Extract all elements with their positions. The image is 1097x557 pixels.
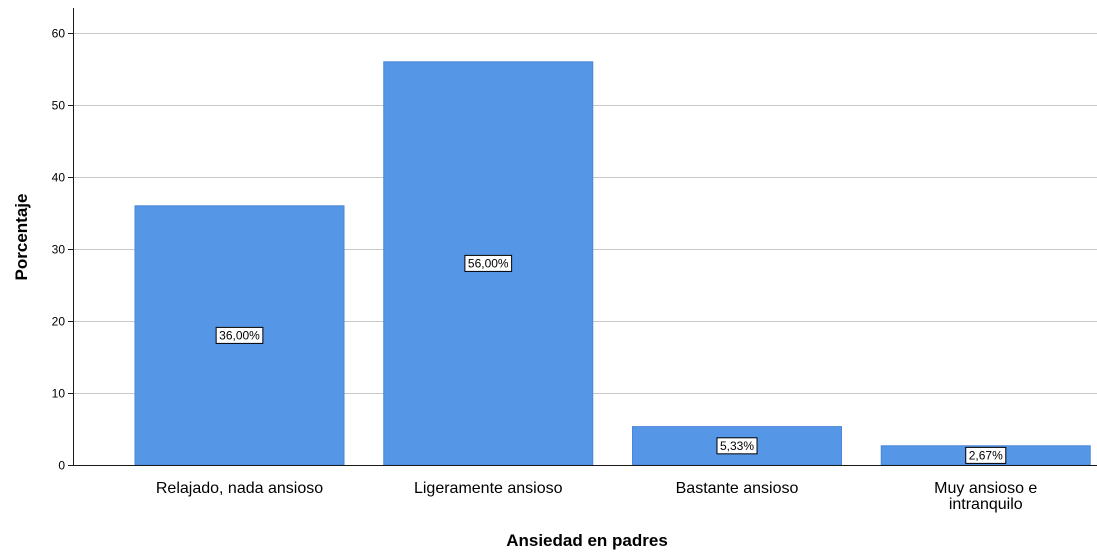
data-label-box [215, 326, 264, 344]
data-label: 2,67% [969, 448, 1003, 462]
y-tick-label: 10 [52, 387, 66, 401]
data-label: 36,00% [219, 328, 260, 342]
data-label-box [716, 437, 758, 455]
y-tick-label: 0 [58, 459, 65, 473]
axes: 0 10 20 30 40 50 60 Relajado, nada ansioso Liger… [52, 8, 1097, 513]
x-tick-label: Relajado, nada ansioso [156, 480, 323, 497]
bars [134, 61, 1091, 466]
y-tick-label: 30 [52, 243, 66, 257]
y-tick-label: 40 [52, 171, 66, 185]
data-label: 56,00% [468, 256, 509, 270]
y-axis-title: Porcentaje [12, 194, 31, 281]
x-tick-label: Ligeramente ansioso [414, 480, 563, 497]
y-tick-label: 50 [52, 99, 66, 113]
y-tick-label: 20 [52, 315, 66, 329]
data-label: 5,33% [720, 439, 754, 453]
data-label-box [464, 254, 513, 272]
x-tick-label: Muy ansioso e intranquilo [934, 480, 1037, 513]
x-axis-title: Ansiedad en padres [506, 531, 668, 550]
data-labels: 36,00% 56,00% 5,33% 2,67% [215, 254, 1007, 464]
x-tick-label: Bastante ansioso [676, 480, 799, 497]
data-label-box [965, 446, 1007, 464]
y-tick-label: 60 [52, 27, 66, 41]
